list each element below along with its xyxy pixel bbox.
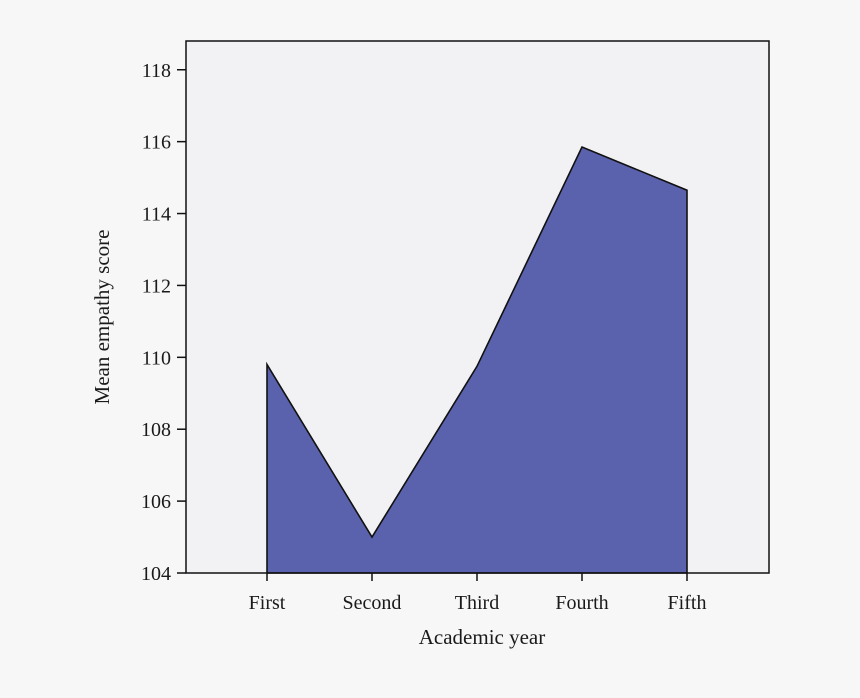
x-tick-label-fifth: Fifth [668,592,707,614]
y-tick-label-112: 112 [142,275,171,297]
y-tick-label-106: 106 [141,491,171,513]
y-tick-label-108: 108 [141,419,171,441]
x-tick-label-second: Second [343,592,402,614]
x-tick-label-third: Third [455,592,499,614]
y-tick-label-104: 104 [141,563,171,585]
x-axis-title: Academic year [419,625,546,649]
x-tick-label-first: First [249,592,286,614]
y-axis-title: Mean empathy score [90,230,114,405]
y-tick-label-116: 116 [142,132,171,154]
x-tick-label-fourth: Fourth [555,592,608,614]
y-tick-label-118: 118 [142,60,171,82]
y-tick-label-110: 110 [142,347,171,369]
y-axis: 104 106 108 110 112 114 116 118 [141,60,186,585]
y-tick-label-114: 114 [142,204,171,226]
x-axis: First Second Third Fourth Fifth [249,573,707,614]
area-series [266,145,688,574]
